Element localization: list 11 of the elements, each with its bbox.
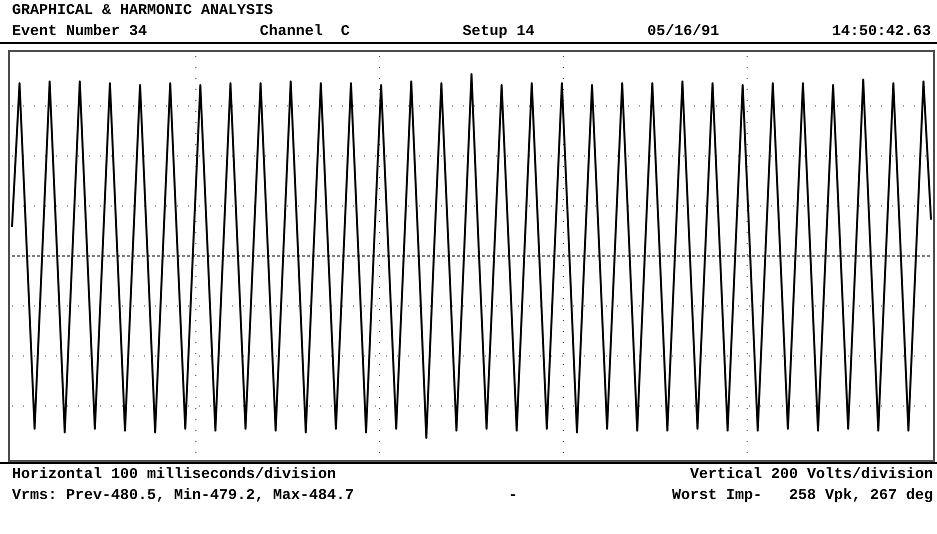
text: -	[508, 487, 518, 504]
text: Vertical 200 Volts/division	[690, 466, 933, 483]
chart-title: GRAPHICAL & HARMONIC ANALYSIS	[12, 2, 274, 19]
text: Vrms: Prev-480.5, Min-479.2, Max-484.7	[12, 487, 354, 504]
x-axis-title: Horizontal 100 milliseconds/division	[12, 466, 336, 483]
text: Channel C	[260, 23, 350, 40]
text: 05/16/91	[647, 23, 720, 40]
text: 14:50:42.63	[832, 23, 931, 40]
text: Setup 14	[462, 23, 534, 40]
text: Event Number 34	[12, 23, 148, 40]
text: Worst Imp- 258 Vpk, 267 deg	[672, 487, 933, 504]
